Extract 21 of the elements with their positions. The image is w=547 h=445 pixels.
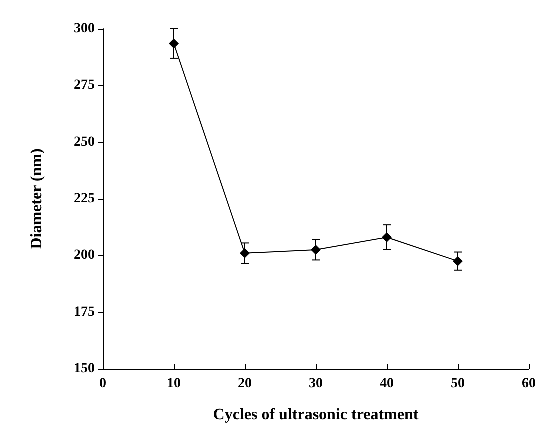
x-tick-label: 50 [451, 376, 465, 392]
x-tick-label: 10 [167, 376, 181, 392]
x-tick-label: 0 [100, 376, 106, 392]
point [240, 248, 250, 258]
y-tick-label: 300 [74, 22, 95, 36]
y-tick-label: 225 [74, 192, 95, 206]
y-tick-label: 275 [74, 78, 95, 94]
x-axis-title: Cycles of ultrasonic treatment [213, 406, 420, 424]
y-tick-label: 200 [74, 248, 95, 264]
y-axis-title: Diameter (nm) [28, 148, 46, 250]
point [453, 256, 463, 266]
x-tick-label: 40 [380, 376, 394, 392]
point [382, 232, 392, 243]
x-tick-label: 60 [522, 376, 536, 392]
y-tick-label: 150 [74, 362, 95, 376]
point [169, 38, 179, 49]
x-tick-label: 20 [238, 376, 252, 392]
x-tick-label: 30 [309, 376, 323, 392]
point [311, 245, 321, 255]
y-tick-label: 175 [74, 304, 95, 320]
y-tick-label: 250 [74, 134, 95, 150]
